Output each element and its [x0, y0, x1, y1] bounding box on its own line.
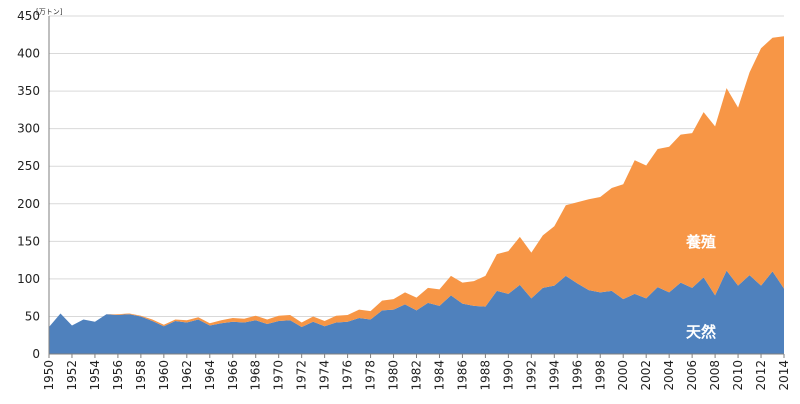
x-tick-label-9: 1968: [249, 360, 263, 391]
y-tick-label-5: 250: [17, 159, 40, 173]
x-tick-label-19: 1988: [478, 360, 492, 391]
area-layers: [49, 36, 784, 354]
y-tick-label-2: 100: [17, 272, 40, 286]
y-tick-label-1: 50: [25, 309, 40, 323]
x-tick-label-31: 2012: [754, 360, 768, 391]
y-tick-label-8: 400: [17, 47, 40, 61]
x-tick-label-8: 1966: [226, 360, 240, 391]
x-tick-label-10: 1970: [272, 360, 286, 391]
x-tick-label-25: 2000: [616, 360, 630, 391]
x-tick-label-6: 1962: [180, 360, 194, 391]
area-series-0: [49, 270, 784, 354]
x-tick-label-23: 1996: [570, 360, 584, 391]
y-tick-label-9: 450: [17, 9, 40, 23]
y-tick-label-6: 300: [17, 122, 40, 136]
x-tick-label-20: 1990: [501, 360, 515, 391]
x-tick-label-1: 1952: [65, 360, 79, 391]
x-tick-label-15: 1980: [387, 360, 401, 391]
x-tick-label-28: 2006: [685, 360, 699, 391]
x-tick-label-16: 1982: [410, 360, 424, 391]
x-tick-label-5: 1960: [157, 360, 171, 391]
x-tick-label-22: 1994: [547, 360, 561, 391]
unit-label: [万トン]: [36, 8, 63, 16]
y-tick-label-4: 200: [17, 197, 40, 211]
gridlines: [49, 15, 784, 317]
x-tick-label-26: 2002: [639, 360, 653, 391]
series-label-farmed: 養殖: [685, 233, 716, 251]
y-tick-labels: 0 50 100 150 200 250 300 350 400 450: [17, 9, 40, 361]
x-tick-label-0: 1950: [42, 360, 56, 391]
x-tick-label-21: 1992: [524, 360, 538, 391]
area-series-1: [49, 36, 784, 327]
x-tick-label-17: 1984: [432, 360, 446, 391]
x-tick-label-11: 1972: [295, 360, 309, 391]
x-tick-label-13: 1976: [341, 360, 355, 391]
x-tick-labels: 1950 1952 1954 1956 1958 1960 1962 1964 1966 1968…: [42, 354, 791, 391]
x-tick-label-14: 1978: [364, 360, 378, 391]
y-tick-label-0: 0: [32, 347, 40, 361]
x-tick-label-30: 2010: [731, 360, 745, 391]
x-tick-label-32: 2014: [777, 360, 791, 391]
x-tick-label-3: 1956: [111, 360, 125, 391]
x-tick-label-18: 1986: [455, 360, 469, 391]
x-tick-label-29: 2008: [708, 360, 722, 391]
series-label-wild: 天然: [686, 323, 716, 341]
x-tick-label-12: 1974: [318, 360, 332, 391]
y-tick-label-3: 150: [17, 234, 40, 248]
x-tick-label-4: 1958: [134, 360, 148, 391]
x-tick-label-27: 2004: [662, 360, 676, 391]
x-tick-label-7: 1964: [203, 360, 217, 391]
x-tick-label-2: 1954: [88, 360, 102, 391]
x-tick-label-24: 1998: [593, 360, 607, 391]
y-tick-label-7: 350: [17, 84, 40, 98]
